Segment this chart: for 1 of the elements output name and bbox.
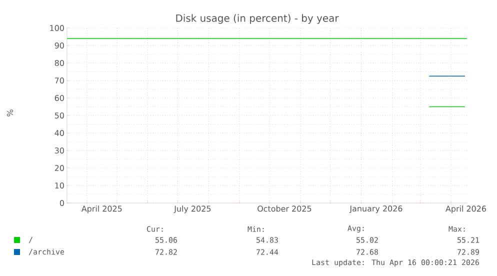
chart-title: Disk usage (in percent) - by year [176, 14, 339, 24]
